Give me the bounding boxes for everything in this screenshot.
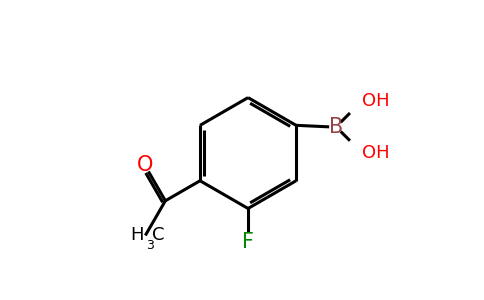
Text: B: B xyxy=(329,117,343,137)
Text: OH: OH xyxy=(363,144,390,162)
Text: C: C xyxy=(152,226,165,244)
Text: H: H xyxy=(130,226,144,244)
Text: OH: OH xyxy=(363,92,390,110)
Text: O: O xyxy=(136,155,153,175)
Text: F: F xyxy=(242,232,254,252)
Text: 3: 3 xyxy=(146,239,154,252)
